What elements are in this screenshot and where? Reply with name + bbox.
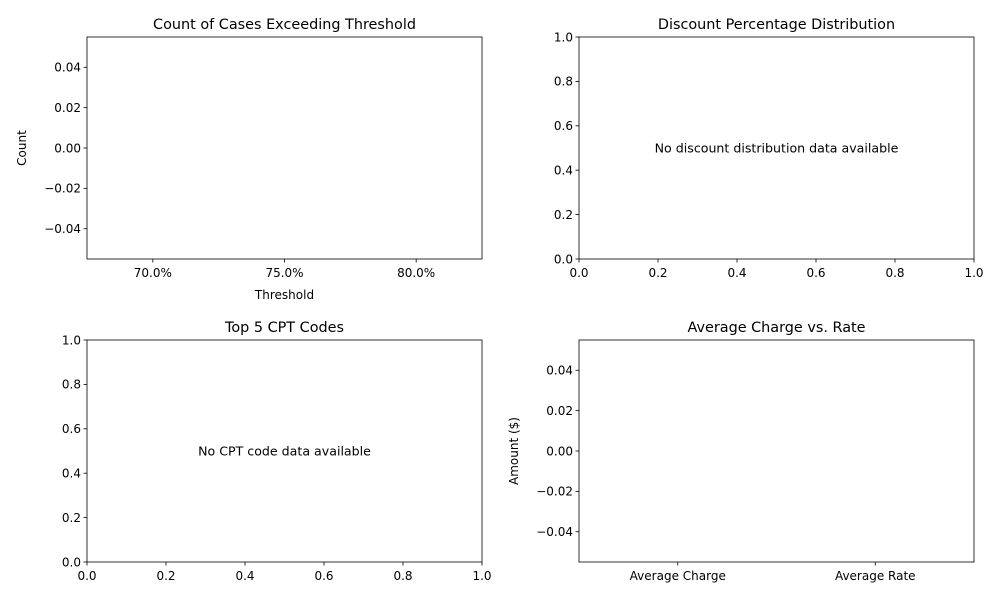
x-tick-label: 0.6: [806, 266, 825, 280]
chart-title: Top 5 CPT Codes: [224, 320, 344, 336]
chart-title: Average Charge vs. Rate: [687, 320, 865, 336]
y-tick-label: 0.02: [546, 404, 573, 418]
chart-title: Discount Percentage Distribution: [658, 17, 895, 33]
no-data-message: No discount distribution data available: [655, 141, 899, 156]
axes-frame: [578, 36, 975, 260]
chart-title: Count of Cases Exceeding Threshold: [153, 17, 416, 33]
y-tick-label: 0.8: [62, 378, 81, 392]
y-axis-label: Count: [15, 130, 29, 166]
y-tick-label: 0.00: [546, 444, 573, 458]
y-tick-label: 0.4: [554, 164, 573, 178]
x-tick-label: 0.8: [393, 569, 412, 583]
chart-panel-1: Count of Cases Exceeding Threshold 0.04 0.…: [15, 17, 483, 302]
y-axis-label: Amount ($): [507, 417, 521, 485]
axes-frame: [86, 36, 483, 260]
chart-panel-3: Top 5 CPT Codes 0.0 0.2 0.4 0.6 0.8 1.0 0.0 0.2 0…: [62, 320, 492, 583]
y-tick-label: −0.02: [44, 182, 81, 196]
x-tick-label: 0.4: [727, 266, 746, 280]
y-tick-label: −0.04: [44, 222, 81, 236]
x-tick-label: 75.0%: [265, 266, 303, 280]
y-tick-label: 0.04: [546, 364, 573, 378]
x-tick-label: 80.0%: [397, 266, 435, 280]
x-tick-label: 0.0: [77, 569, 96, 583]
y-tick-label: −0.04: [536, 525, 573, 539]
y-tick-label: 0.0: [554, 252, 573, 266]
x-tick-label: 1.0: [472, 569, 491, 583]
y-tick-label: 0.04: [54, 61, 81, 75]
y-tick-label: −0.02: [536, 485, 573, 499]
y-tick-label: 0.4: [62, 467, 81, 481]
y-tick-label: 0.02: [54, 101, 81, 115]
x-tick-label: 0.8: [885, 266, 904, 280]
x-tick-label: 0.0: [569, 266, 588, 280]
y-tick-label: 0.8: [554, 75, 573, 89]
chart-panel-4: Average Charge vs. Rate 0.04 0.02 0.00 −0.02…: [507, 320, 975, 583]
chart-panel-2: Discount Percentage Distribution 0.0 0.2 0.…: [554, 17, 984, 280]
y-tick-label: 0.2: [554, 208, 573, 222]
x-tick-label: Average Rate: [835, 569, 916, 583]
x-tick-label: Average Charge: [630, 569, 726, 583]
axes-frame: [86, 339, 483, 563]
y-tick-label: 1.0: [554, 30, 573, 44]
x-tick-label: 0.4: [235, 569, 254, 583]
y-tick-label: 0.0: [62, 555, 81, 569]
y-tick-label: 0.6: [62, 422, 81, 436]
x-tick-label: 0.2: [156, 569, 175, 583]
axes-frame: [578, 339, 975, 563]
no-data-message: No CPT code data available: [198, 444, 371, 459]
x-tick-label: 0.2: [648, 266, 667, 280]
y-tick-label: 0.2: [62, 511, 81, 525]
y-tick-label: 0.00: [54, 141, 81, 155]
x-tick-label: 1.0: [964, 266, 983, 280]
y-tick-label: 0.6: [554, 119, 573, 133]
x-tick-label: 0.6: [314, 569, 333, 583]
x-axis-label: Threshold: [254, 288, 314, 302]
y-tick-label: 1.0: [62, 333, 81, 347]
x-tick-label: 70.0%: [134, 266, 172, 280]
